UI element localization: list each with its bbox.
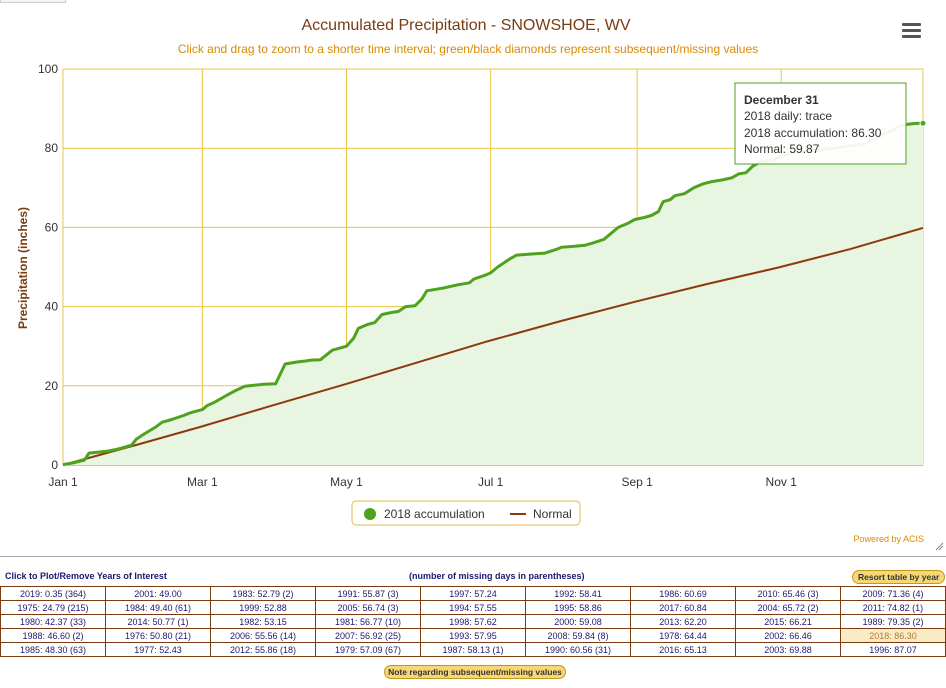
year-cell[interactable]: 1984: 49.40 (61) <box>105 600 211 615</box>
year-cell[interactable]: 1979: 57.09 (67) <box>315 642 421 657</box>
year-cell[interactable]: 1998: 57.62 <box>420 614 526 629</box>
top-tab <box>0 0 66 3</box>
year-cell[interactable]: 2004: 65.72 (2) <box>735 600 841 615</box>
year-cell[interactable]: 2016: 65.13 <box>630 642 736 657</box>
year-cell[interactable]: 2018: 86.30 <box>840 628 946 643</box>
year-cell[interactable]: 1983: 52.79 (2) <box>210 586 316 601</box>
year-cell[interactable]: 2006: 55.56 (14) <box>210 628 316 643</box>
y-tick-label: 80 <box>45 141 59 155</box>
legend-label-normal: Normal <box>533 507 572 521</box>
table-row: 1988: 46.60 (2) 1976: 50.80 (21) 2006: 55.… <box>0 628 946 643</box>
powered-by[interactable]: Powered by ACIS <box>853 534 924 544</box>
missing-days-note: (number of missing days in parentheses) <box>409 571 585 581</box>
year-cell[interactable]: 2014: 50.77 (1) <box>105 614 211 629</box>
plot-years-instruction: Click to Plot/Remove Years of Interest <box>5 571 167 581</box>
tooltip: December 31 2018 daily: trace 2018 accum… <box>734 82 907 165</box>
precipitation-chart[interactable]: Accumulated Precipitation - SNOWSHOE, WV… <box>0 0 946 556</box>
x-tick-label: Nov 1 <box>766 475 798 489</box>
legend-item-normal[interactable]: Normal <box>510 507 572 521</box>
year-cell[interactable]: 1997: 57.24 <box>420 586 526 601</box>
year-cell[interactable]: 1980: 42.37 (33) <box>0 614 106 629</box>
year-cell[interactable]: 1990: 60.56 (31) <box>525 642 631 657</box>
year-cell[interactable]: 2017: 60.84 <box>630 600 736 615</box>
year-cell[interactable]: 2010: 65.46 (3) <box>735 586 841 601</box>
years-table: 2019: 0.35 (364) 2001: 49.00 1983: 52.79 (… <box>0 586 946 657</box>
year-cell[interactable]: 1992: 58.41 <box>525 586 631 601</box>
chart-title: Accumulated Precipitation - SNOWSHOE, WV <box>302 17 631 34</box>
year-cell[interactable]: 2009: 71.36 (4) <box>840 586 946 601</box>
tooltip-daily: 2018 daily: trace <box>744 109 832 123</box>
year-cell[interactable]: 1986: 60.69 <box>630 586 736 601</box>
year-cell[interactable]: 1988: 46.60 (2) <box>0 628 106 643</box>
y-axis-label: Precipitation (inches) <box>16 207 30 329</box>
tooltip-normal: Normal: 59.87 <box>744 142 820 156</box>
y-tick-label: 20 <box>45 379 59 393</box>
year-cell[interactable]: 1993: 57.95 <box>420 628 526 643</box>
year-cell[interactable]: 2008: 59.84 (8) <box>525 628 631 643</box>
table-row: 1975: 24.79 (215) 1984: 49.40 (61) 1999: 5… <box>0 600 946 615</box>
year-cell[interactable]: 2005: 56.74 (3) <box>315 600 421 615</box>
year-cell[interactable]: 2001: 49.00 <box>105 586 211 601</box>
year-cell[interactable]: 1994: 57.55 <box>420 600 526 615</box>
y-axis: 0 20 40 60 80 100 <box>38 62 58 472</box>
year-cell[interactable]: 2012: 55.86 (18) <box>210 642 316 657</box>
year-cell[interactable]: 2011: 74.82 (1) <box>840 600 946 615</box>
tooltip-accumulation: 2018 accumulation: 86.30 <box>744 126 882 140</box>
legend-label-2018: 2018 accumulation <box>384 507 485 521</box>
y-tick-label: 100 <box>38 62 58 76</box>
x-axis: Jan 1 Mar 1 May 1 Jul 1 Sep 1 Nov 1 <box>48 475 797 489</box>
tooltip-date: December 31 <box>744 93 819 107</box>
year-cell[interactable]: 1995: 58.86 <box>525 600 631 615</box>
year-cell[interactable]: 1982: 53.15 <box>210 614 316 629</box>
year-cell[interactable]: 1985: 48.30 (63) <box>0 642 106 657</box>
year-cell[interactable]: 1996: 87.07 <box>840 642 946 657</box>
year-cell[interactable]: 2019: 0.35 (364) <box>0 586 106 601</box>
x-tick-label: May 1 <box>330 475 363 489</box>
x-tick-label: Jul 1 <box>478 475 504 489</box>
years-panel: Click to Plot/Remove Years of Interest (… <box>0 570 946 688</box>
y-tick-label: 40 <box>45 300 59 314</box>
table-header: Click to Plot/Remove Years of Interest (… <box>0 570 946 584</box>
year-cell[interactable]: 1977: 52.43 <box>105 642 211 657</box>
y-tick-label: 60 <box>45 220 59 234</box>
year-cell[interactable]: 1991: 55.87 (3) <box>315 586 421 601</box>
year-cell[interactable]: 1975: 24.79 (215) <box>0 600 106 615</box>
resort-table-button[interactable]: Resort table by year <box>852 570 946 584</box>
year-cell[interactable]: 2000: 59.08 <box>525 614 631 629</box>
legend-item-2018[interactable]: 2018 accumulation <box>364 507 485 521</box>
year-cell[interactable]: 1981: 56.77 (10) <box>315 614 421 629</box>
year-cell[interactable]: 1999: 52.88 <box>210 600 316 615</box>
x-tick-label: Sep 1 <box>621 475 653 489</box>
menu-icon[interactable] <box>902 23 921 38</box>
divider <box>0 556 946 557</box>
hover-marker <box>919 119 927 127</box>
year-cell[interactable]: 2003: 69.88 <box>735 642 841 657</box>
year-cell[interactable]: 1978: 64.44 <box>630 628 736 643</box>
legend[interactable]: 2018 accumulation Normal <box>351 500 581 526</box>
resize-handle-icon[interactable] <box>935 542 944 551</box>
year-cell[interactable]: 2015: 66.21 <box>735 614 841 629</box>
year-cell[interactable]: 2013: 62.20 <box>630 614 736 629</box>
table-row: 1980: 42.37 (33) 2014: 50.77 (1) 1982: 53.… <box>0 614 946 629</box>
note-button[interactable]: Note regarding subsequent/missing values <box>384 665 566 679</box>
year-cell[interactable]: 2002: 66.46 <box>735 628 841 643</box>
year-cell[interactable]: 1989: 79.35 (2) <box>840 614 946 629</box>
table-row: 2019: 0.35 (364) 2001: 49.00 1983: 52.79 (… <box>0 586 946 601</box>
x-tick-label: Jan 1 <box>48 475 78 489</box>
year-cell[interactable]: 2007: 56.92 (25) <box>315 628 421 643</box>
y-tick-label: 0 <box>51 458 58 472</box>
normal-line[interactable] <box>62 226 924 466</box>
table-row: 1985: 48.30 (63) 1977: 52.43 2012: 55.86 (… <box>0 642 946 657</box>
year-cell[interactable]: 1987: 58.13 (1) <box>420 642 526 657</box>
chart-subtitle: Click and drag to zoom to a shorter time… <box>178 42 758 56</box>
x-tick-label: Mar 1 <box>187 475 218 489</box>
year-cell[interactable]: 1976: 50.80 (21) <box>105 628 211 643</box>
